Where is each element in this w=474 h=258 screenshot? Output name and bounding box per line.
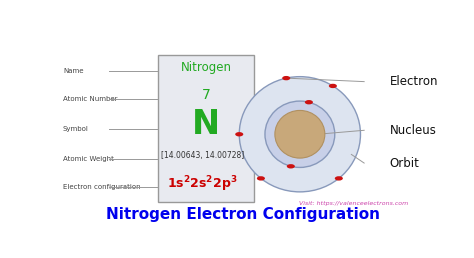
- Text: Symbol: Symbol: [63, 126, 89, 132]
- Ellipse shape: [239, 77, 361, 192]
- Circle shape: [282, 76, 290, 80]
- Text: Atomic Weight: Atomic Weight: [63, 156, 114, 162]
- Ellipse shape: [265, 101, 335, 167]
- Text: Nitrogen Electron Configuration: Nitrogen Electron Configuration: [106, 207, 380, 222]
- Circle shape: [335, 176, 343, 181]
- Text: $\mathregular{1s^22s^22p^3}$: $\mathregular{1s^22s^22p^3}$: [167, 174, 238, 194]
- Circle shape: [329, 84, 337, 88]
- Text: Electron configuration: Electron configuration: [63, 184, 141, 190]
- Text: Atomic Number: Atomic Number: [63, 96, 118, 102]
- Text: Visit: https://valenceelectrons.com: Visit: https://valenceelectrons.com: [299, 201, 408, 206]
- Text: Orbit: Orbit: [390, 157, 420, 170]
- Text: [14.00643, 14.00728]: [14.00643, 14.00728]: [161, 151, 244, 160]
- Text: Nucleus: Nucleus: [390, 124, 437, 137]
- Text: N: N: [192, 108, 220, 141]
- Bar: [158, 55, 254, 202]
- Circle shape: [305, 100, 313, 104]
- Ellipse shape: [275, 110, 325, 158]
- Text: Name: Name: [63, 68, 83, 74]
- Text: Nitrogen: Nitrogen: [181, 61, 232, 74]
- Circle shape: [257, 176, 265, 181]
- Text: 7: 7: [202, 87, 210, 102]
- Circle shape: [235, 132, 243, 136]
- Text: Electron: Electron: [390, 75, 438, 88]
- Circle shape: [287, 164, 295, 168]
